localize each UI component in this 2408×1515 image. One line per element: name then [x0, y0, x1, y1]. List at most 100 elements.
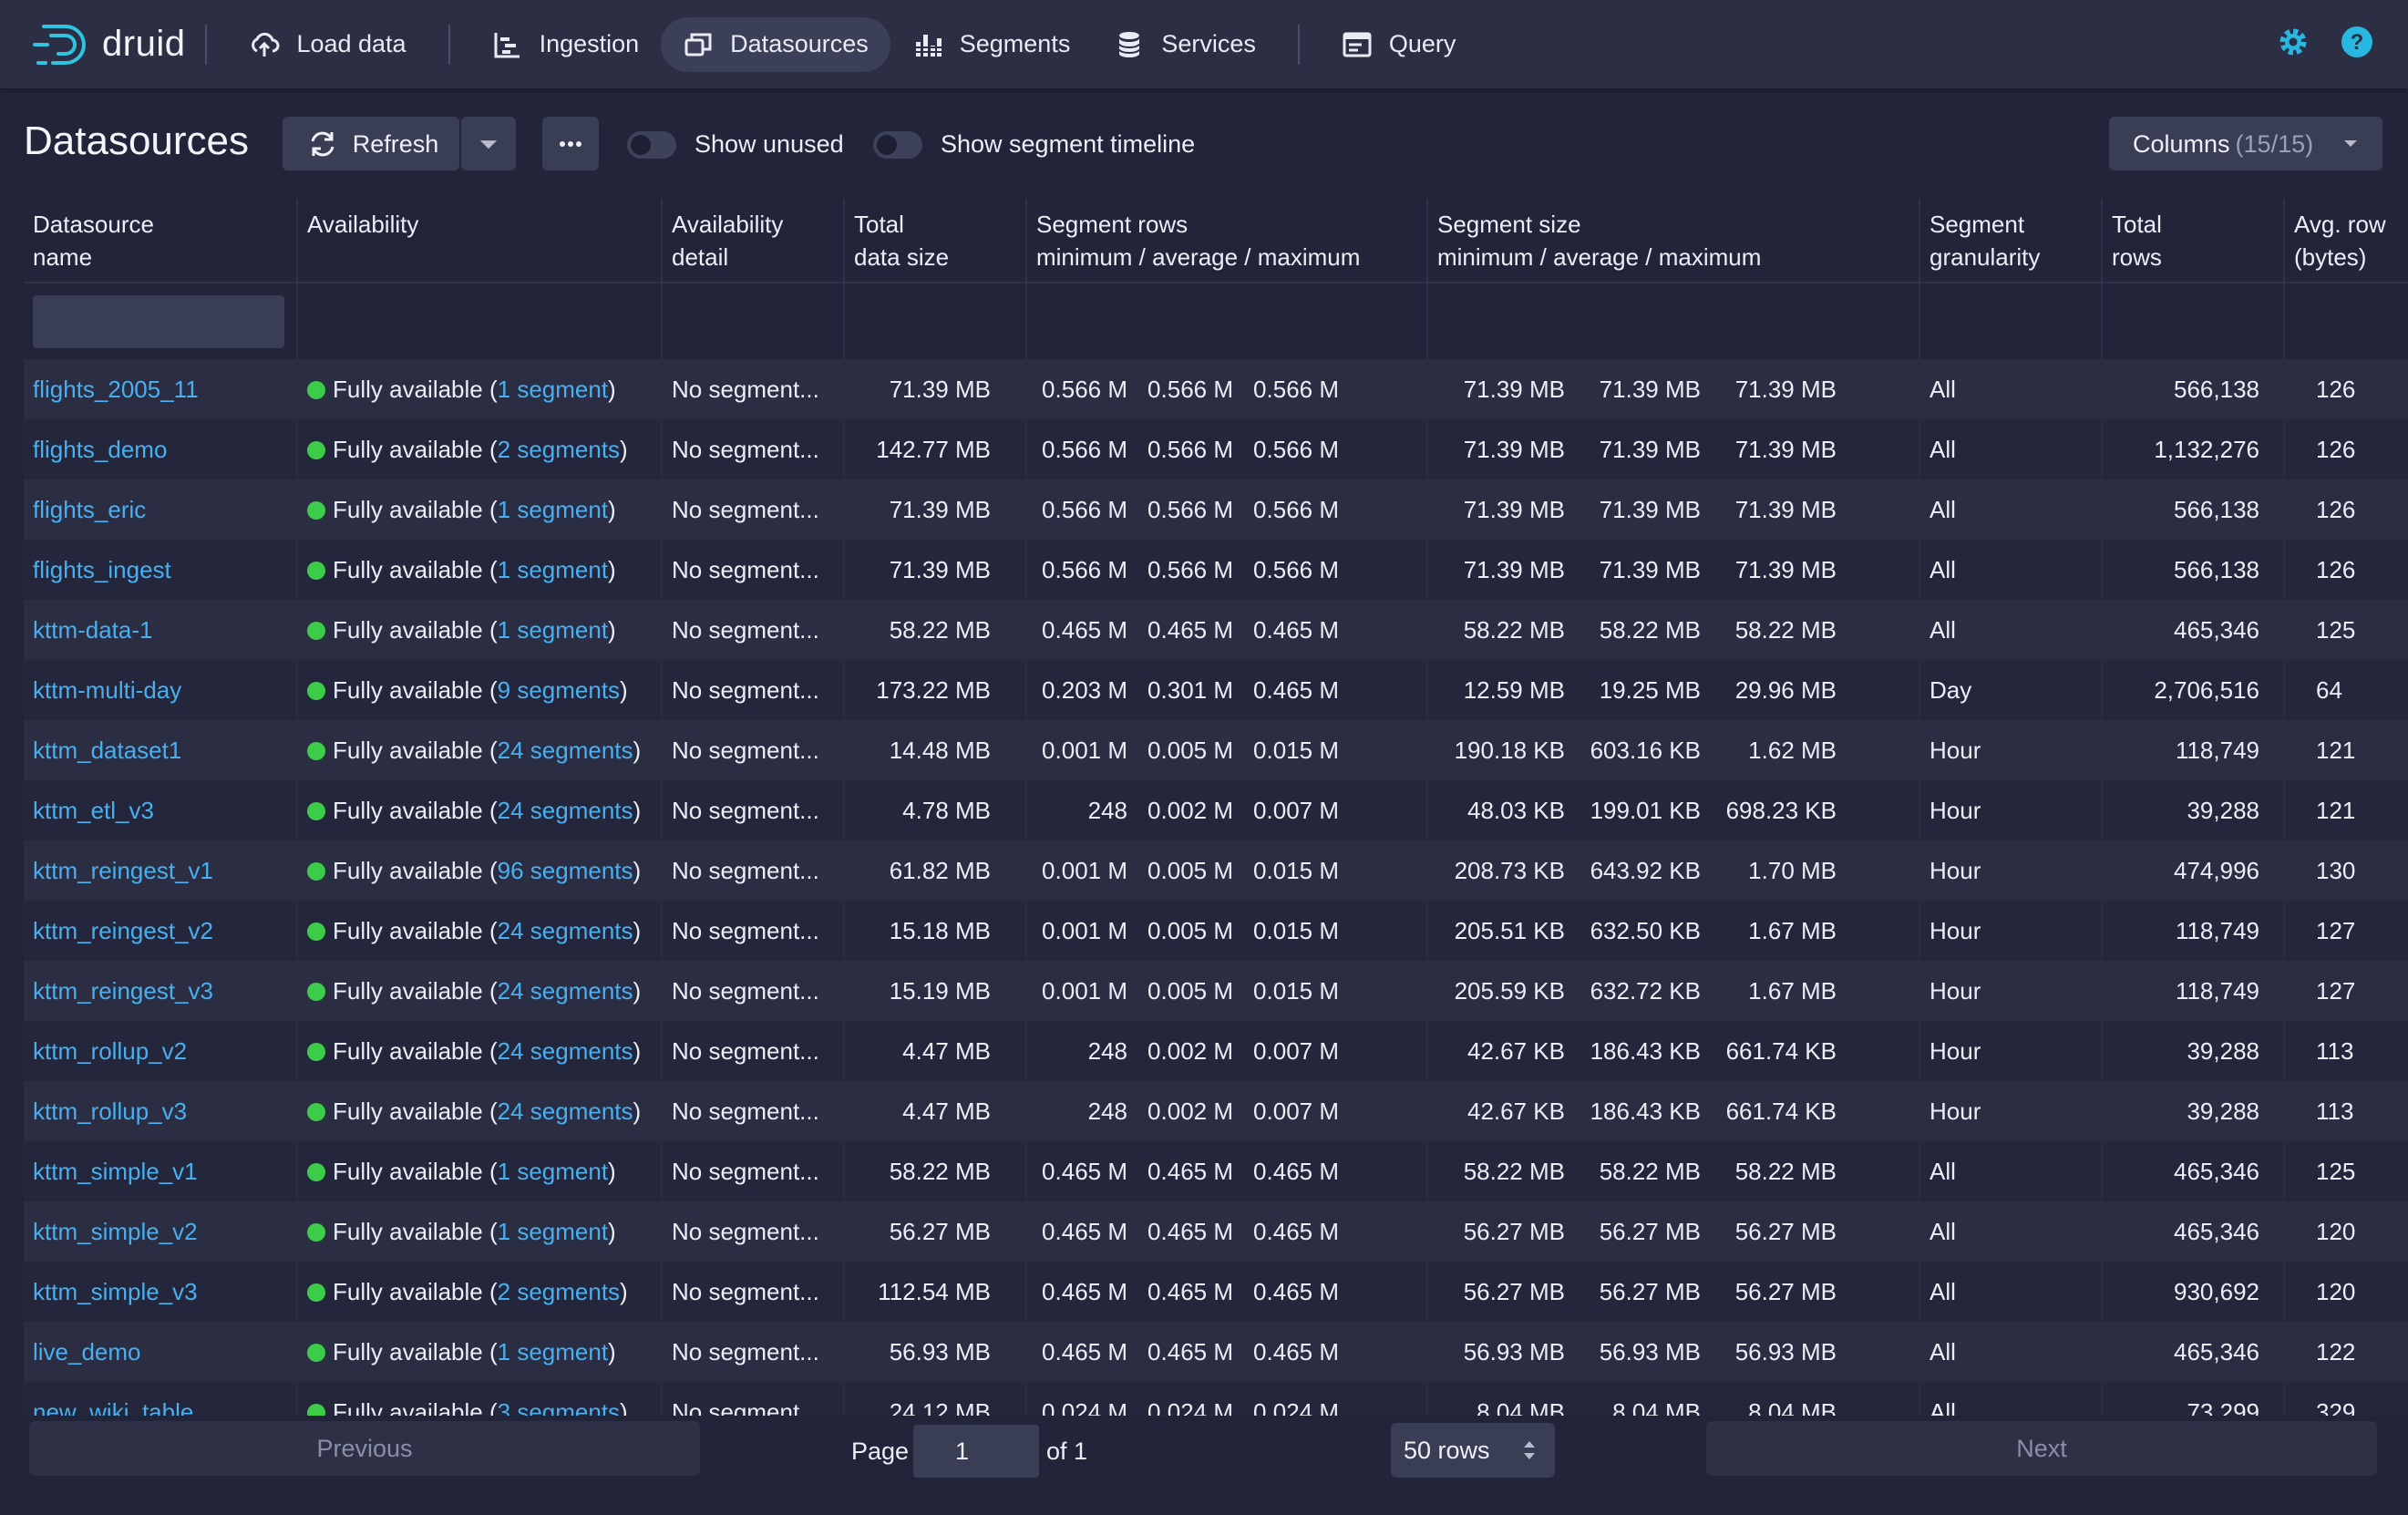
datasource-link[interactable]: flights_demo — [33, 435, 168, 463]
segment-size-cell: 8.04 MB 8.04 MB 8.04 MB — [1427, 1382, 1920, 1416]
segments-link[interactable]: 1 segment — [497, 1157, 609, 1185]
availability-cell: Fully available (24 segments) — [297, 961, 663, 1021]
refresh-button[interactable]: Refresh — [283, 117, 459, 171]
datasource-link[interactable]: flights_ingest — [33, 555, 171, 583]
segments-link[interactable]: 9 segments — [497, 675, 621, 704]
nav-load-data[interactable]: Load data — [227, 17, 427, 72]
segment-rows-avg: 0.005 M — [1147, 736, 1233, 764]
segments-link[interactable]: 24 segments — [497, 796, 633, 824]
segments-link[interactable]: 1 segment — [497, 495, 609, 523]
column-header-segment-granularity[interactable]: Segment granularity — [1919, 199, 2103, 283]
column-header-total-data-size[interactable]: Total data size — [844, 199, 1027, 283]
avg-row-size-cell: 329 — [2284, 1382, 2408, 1416]
show-unused-switch[interactable]: Show unused — [627, 130, 844, 159]
column-header-segment-size[interactable]: Segment size minimum / average / maximum — [1427, 199, 1920, 283]
datasource-link[interactable]: kttm_etl_v3 — [33, 796, 154, 824]
datasource-link[interactable]: kttm-multi-day — [33, 675, 182, 704]
datasource-link[interactable]: live_demo — [33, 1337, 141, 1366]
datasource-link[interactable]: new_wiki_table — [33, 1397, 194, 1417]
segments-link[interactable]: 24 segments — [497, 916, 633, 944]
nav-divider — [448, 24, 450, 65]
application-icon — [1343, 32, 1372, 57]
page-number-input[interactable]: 1 — [913, 1425, 1039, 1478]
segments-link[interactable]: 3 segments — [497, 1397, 621, 1417]
columns-picker-button[interactable]: Columns (15/15) — [2109, 117, 2382, 171]
nav-query[interactable]: Query — [1320, 17, 1478, 72]
column-header-datasource-name[interactable]: Datasource name — [24, 199, 298, 283]
total-rows-cell: 118,749 — [2102, 961, 2285, 1021]
rows-per-page-select[interactable]: 50 rows — [1391, 1423, 1555, 1478]
segment-rows-max: 0.015 M — [1253, 976, 1339, 1005]
status-dot-icon — [307, 380, 325, 399]
segments-link[interactable]: 1 segment — [497, 1337, 609, 1366]
availability-suffix: ) — [608, 375, 616, 403]
avg-row-size-cell: 125 — [2284, 1141, 2408, 1201]
toggle-track[interactable] — [627, 130, 676, 159]
segments-link[interactable]: 1 segment — [497, 555, 609, 583]
column-header-total-rows[interactable]: Total rows — [2102, 199, 2285, 283]
datasource-link[interactable]: kttm-data-1 — [33, 615, 153, 644]
help-icon[interactable]: ? — [2339, 24, 2375, 60]
availability-detail-cell: No segment... — [662, 961, 845, 1021]
datasource-link[interactable]: kttm_reingest_v2 — [33, 916, 213, 944]
availability-cell: Fully available (24 segments) — [297, 1081, 663, 1141]
segment-size-max: 58.22 MB — [1734, 615, 1837, 644]
nav-segments[interactable]: Segments — [890, 17, 1093, 72]
segments-link[interactable]: 24 segments — [497, 1036, 633, 1065]
segment-rows-avg: 0.566 M — [1147, 555, 1233, 583]
status-dot-icon — [307, 681, 325, 700]
datasource-link[interactable]: flights_2005_11 — [33, 375, 199, 403]
segment-rows-cell: 0.465 M 0.465 M 0.465 M — [1026, 1322, 1428, 1382]
segment-size-cell: 56.27 MB 56.27 MB 56.27 MB — [1427, 1201, 1920, 1262]
datasource-link[interactable]: kttm_simple_v1 — [33, 1157, 198, 1185]
nav-ingestion[interactable]: Ingestion — [470, 17, 662, 72]
datasource-link[interactable]: kttm_simple_v3 — [33, 1277, 198, 1305]
status-dot-icon — [307, 1042, 325, 1061]
datasource-link[interactable]: kttm_rollup_v2 — [33, 1036, 188, 1065]
datasource-link[interactable]: kttm_dataset1 — [33, 736, 182, 764]
segments-link[interactable]: 24 segments — [497, 736, 633, 764]
segment-size-cell: 42.67 KB 186.43 KB 661.74 KB — [1427, 1021, 1920, 1081]
refresh-options-button[interactable] — [461, 117, 516, 171]
column-header-avg-row-size[interactable]: Avg. row (bytes) — [2284, 199, 2408, 283]
datasource-link[interactable]: kttm_simple_v2 — [33, 1217, 198, 1245]
segment-granularity-cell: Hour — [1919, 961, 2103, 1021]
datasource-link[interactable]: kttm_reingest_v1 — [33, 856, 213, 884]
segment-rows-avg: 0.002 M — [1147, 1036, 1233, 1065]
more-actions-button[interactable] — [542, 117, 599, 171]
datasource-link[interactable]: kttm_reingest_v3 — [33, 976, 213, 1005]
column-header-segment-rows[interactable]: Segment rows minimum / average / maximum — [1026, 199, 1428, 283]
segment-size-avg: 71.39 MB — [1599, 555, 1701, 583]
segment-size-min: 42.67 KB — [1467, 1097, 1565, 1125]
segments-link[interactable]: 24 segments — [497, 1097, 633, 1125]
segment-rows-max: 0.566 M — [1253, 435, 1339, 463]
show-segment-timeline-switch[interactable]: Show segment timeline — [873, 130, 1195, 159]
segments-link[interactable]: 1 segment — [497, 375, 609, 403]
segments-link[interactable]: 2 segments — [497, 1277, 621, 1305]
toggle-track[interactable] — [873, 130, 922, 159]
segments-link[interactable]: 2 segments — [497, 435, 621, 463]
segments-link[interactable]: 24 segments — [497, 976, 633, 1005]
druid-logo[interactable]: druid — [31, 0, 185, 88]
previous-page-button[interactable]: Previous — [29, 1421, 700, 1476]
segment-size-min: 208.73 KB — [1454, 856, 1565, 884]
availability-detail-cell: No segment... — [662, 600, 845, 660]
availability-suffix: ) — [633, 736, 642, 764]
segments-link[interactable]: 1 segment — [497, 1217, 609, 1245]
datasource-name-cell: flights_ingest — [24, 540, 298, 600]
column-header-availability[interactable]: Availability — [297, 199, 663, 283]
segment-rows-max: 0.566 M — [1253, 555, 1339, 583]
datasource-link[interactable]: flights_eric — [33, 495, 147, 523]
filter-cell — [1026, 283, 1428, 359]
nav-services[interactable]: Services — [1092, 17, 1278, 72]
segment-rows-avg: 0.465 M — [1147, 1157, 1233, 1185]
gear-icon[interactable] — [2275, 24, 2311, 60]
segments-link[interactable]: 1 segment — [497, 615, 609, 644]
nav-datasources[interactable]: Datasources — [661, 16, 890, 72]
segment-size-min: 58.22 MB — [1463, 1157, 1565, 1185]
segments-link[interactable]: 96 segments — [497, 856, 633, 884]
datasource-name-filter-input[interactable] — [33, 294, 284, 348]
column-header-availability-detail[interactable]: Availability detail — [662, 199, 845, 283]
datasource-link[interactable]: kttm_rollup_v3 — [33, 1097, 188, 1125]
next-page-button[interactable]: Next — [1706, 1421, 2377, 1476]
